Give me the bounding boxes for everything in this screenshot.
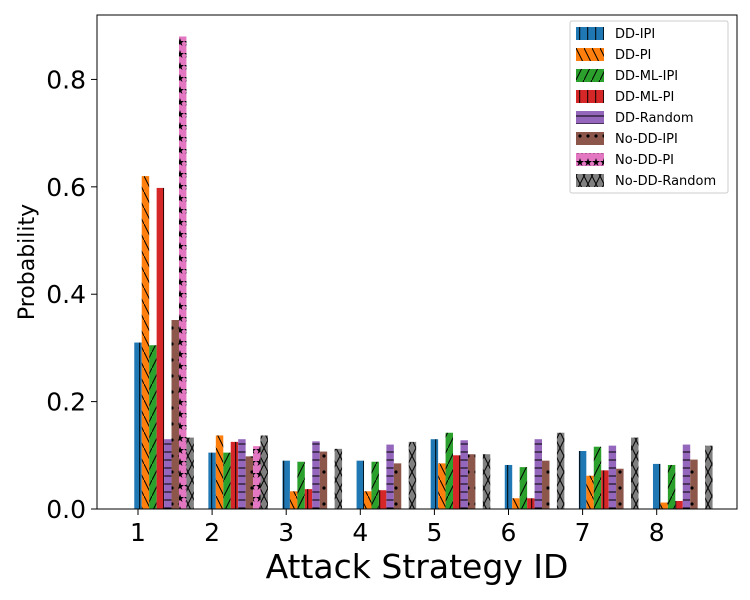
bar-dd-ml-ipi-7 xyxy=(593,446,602,509)
x-axis-ticks: 1 2 3 4 5 6 7 8 xyxy=(130,509,665,547)
legend-label-no-dd-random: No-DD-Random xyxy=(615,174,716,189)
bar-dd-ipi-6 xyxy=(504,464,513,509)
legend-swatch-no-dd-pi xyxy=(576,153,604,166)
bar-no-dd-random-7 xyxy=(631,437,639,509)
bar-dd-ml-ipi-3 xyxy=(297,461,305,509)
bar-dd-ml-ipi-6 xyxy=(519,467,528,509)
bar-no-dd-random-2 xyxy=(260,435,268,509)
bar-dd-pi-8 xyxy=(660,502,668,509)
bar-dd-random-7 xyxy=(608,445,617,509)
bar-dd-ml-pi-3 xyxy=(304,489,313,509)
bar-no-dd-random-6 xyxy=(556,432,565,509)
bar-no-dd-ipi-5 xyxy=(467,454,476,509)
bar-dd-random-3 xyxy=(312,441,320,509)
bar-dd-ipi-7 xyxy=(578,451,587,509)
bar-dd-pi-5 xyxy=(438,463,446,509)
bar-no-dd-random-8 xyxy=(705,445,713,509)
bar-no-dd-ipi-3 xyxy=(319,451,328,509)
legend-label-no-dd-ipi: No-DD-IPI xyxy=(615,132,678,147)
axes-layer xyxy=(96,14,738,510)
bar-dd-pi-4 xyxy=(364,491,372,509)
bar-dd-ml-pi-5 xyxy=(453,455,461,509)
bar-dd-random-8 xyxy=(682,444,691,509)
bar-dd-ipi-3 xyxy=(282,460,290,509)
legend-frame xyxy=(569,20,729,194)
legend-swatch-dd-random xyxy=(576,111,604,124)
bar-dd-ipi-2 xyxy=(208,452,216,509)
legend-label-dd-random: DD-Random xyxy=(615,111,694,126)
x-tick-label: 2 xyxy=(204,518,220,547)
plot-frame xyxy=(96,14,738,510)
bar-dd-random-6 xyxy=(534,439,543,509)
bar-no-dd-random-5 xyxy=(482,454,491,509)
bar-no-dd-random-3 xyxy=(334,448,343,509)
bar-no-dd-random-1 xyxy=(186,437,194,509)
bar-no-dd-ipi-4 xyxy=(393,463,402,509)
bar-dd-ml-ipi-5 xyxy=(445,432,454,509)
x-axis-label: Attack Strategy ID xyxy=(266,547,569,586)
y-tick-label: 0.4 xyxy=(46,280,86,309)
bar-dd-ml-ipi-4 xyxy=(371,461,379,509)
bar-dd-pi-3 xyxy=(289,491,298,509)
bars-layer xyxy=(134,36,713,509)
y-tick-label: 0.2 xyxy=(46,388,86,417)
bar-dd-ml-pi-4 xyxy=(378,490,387,509)
bar-dd-ipi-1 xyxy=(134,342,142,509)
legend-label-no-dd-pi: No-DD-PI xyxy=(615,153,674,168)
x-tick-label: 1 xyxy=(130,518,146,547)
legend-label-dd-ml-ipi: DD-ML-IPI xyxy=(615,69,678,84)
bar-dd-random-5 xyxy=(460,440,468,509)
bar-dd-ml-pi-7 xyxy=(601,470,609,509)
bar-no-dd-ipi-7 xyxy=(616,468,624,509)
bar-dd-ml-pi-2 xyxy=(230,441,239,509)
x-tick-label: 7 xyxy=(575,518,591,547)
x-tick-label: 4 xyxy=(352,518,368,547)
legend-swatch-no-dd-random xyxy=(576,174,604,187)
legend-swatch-dd-ml-ipi xyxy=(576,69,604,82)
y-axis-ticks: 0.0 0.2 0.4 0.6 0.8 xyxy=(46,65,97,524)
bar-dd-ml-ipi-8 xyxy=(667,464,676,509)
x-tick-label: 5 xyxy=(426,518,442,547)
bar-no-dd-pi-1 xyxy=(178,36,187,509)
y-tick-label: 0.8 xyxy=(46,65,86,94)
bar-dd-pi-6 xyxy=(512,498,520,509)
legend-swatch-dd-ipi xyxy=(576,27,604,40)
bar-no-dd-ipi-6 xyxy=(542,460,550,509)
legend-label-dd-pi: DD-PI xyxy=(615,48,651,63)
bar-dd-ml-pi-1 xyxy=(156,187,165,509)
bar-dd-random-4 xyxy=(386,444,394,509)
bar-dd-ml-ipi-1 xyxy=(149,345,157,509)
bar-dd-ipi-5 xyxy=(430,439,439,509)
bar-dd-ml-pi-6 xyxy=(527,498,535,509)
bar-dd-random-2 xyxy=(238,439,246,509)
bar-no-dd-pi-2 xyxy=(253,446,261,509)
x-tick-label: 6 xyxy=(501,518,517,547)
legend-label-dd-ml-pi: DD-ML-PI xyxy=(615,90,674,105)
bar-dd-pi-1 xyxy=(141,176,150,509)
legend: DD-IPI DD-PI DD-ML-IPI DD-ML-PI DD-Random No-… xyxy=(569,20,729,194)
bar-dd-ml-ipi-2 xyxy=(223,452,231,509)
y-tick-label: 0.6 xyxy=(46,173,86,202)
legend-swatch-dd-ml-pi xyxy=(576,90,604,103)
bar-no-dd-ipi-2 xyxy=(245,456,254,509)
bar-dd-ipi-8 xyxy=(652,463,661,509)
bar-dd-ml-pi-8 xyxy=(675,500,683,509)
y-axis-label: Probability xyxy=(15,204,40,320)
bar-dd-pi-2 xyxy=(215,435,224,509)
bar-no-dd-ipi-8 xyxy=(690,459,698,509)
bar-dd-pi-7 xyxy=(586,475,594,509)
bar-dd-random-1 xyxy=(164,439,172,509)
x-tick-label: 3 xyxy=(278,518,294,547)
x-tick-label: 8 xyxy=(649,518,665,547)
legend-label-dd-ipi: DD-IPI xyxy=(615,27,655,42)
bar-no-dd-random-4 xyxy=(408,441,417,509)
y-tick-label: 0.0 xyxy=(46,495,86,524)
bar-dd-ipi-4 xyxy=(356,460,365,509)
legend-swatch-no-dd-ipi xyxy=(576,132,604,145)
legend-swatch-dd-pi xyxy=(576,48,604,61)
bar-no-dd-ipi-1 xyxy=(171,319,179,509)
